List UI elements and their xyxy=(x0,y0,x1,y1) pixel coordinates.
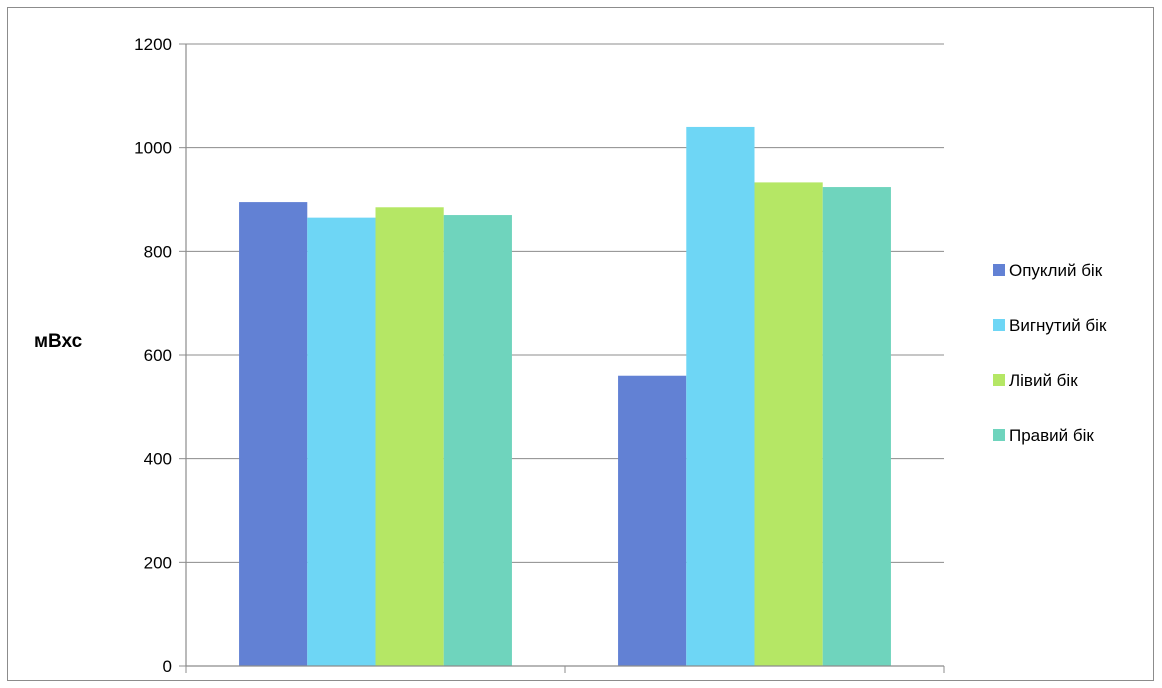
y-tick-label: 0 xyxy=(163,657,172,676)
legend-label: Лівий бік xyxy=(1009,371,1078,390)
legend-swatch xyxy=(993,374,1005,386)
y-tick-label: 800 xyxy=(144,242,172,261)
legend: Опуклий бік Вигнутий бік Лівий бік Правий б… xyxy=(993,261,1107,445)
bar xyxy=(822,187,891,666)
bar xyxy=(618,375,687,666)
legend-swatch xyxy=(993,429,1005,441)
bars xyxy=(239,126,891,667)
axes xyxy=(185,44,945,673)
legend-label: Опуклий бік xyxy=(1009,261,1103,280)
legend-swatch xyxy=(993,319,1005,331)
legend-label: Вигнутий бік xyxy=(1009,316,1107,335)
bar xyxy=(443,215,512,667)
bar xyxy=(375,207,444,666)
bar xyxy=(307,217,376,666)
bar xyxy=(754,182,823,666)
y-tick-label: 600 xyxy=(144,346,172,365)
y-tick-label: 1000 xyxy=(134,139,172,158)
legend-swatch xyxy=(993,264,1005,276)
y-tick-label: 200 xyxy=(144,553,172,572)
y-tick-label: 400 xyxy=(144,450,172,469)
bar xyxy=(686,126,755,666)
y-axis-label: мВхс xyxy=(34,331,83,352)
legend-label: Правий бік xyxy=(1009,426,1094,445)
bar xyxy=(239,202,308,666)
y-tick-labels: 0 200 400 600 800 1000 1200 xyxy=(134,35,172,676)
y-tick-label: 1200 xyxy=(134,35,172,54)
